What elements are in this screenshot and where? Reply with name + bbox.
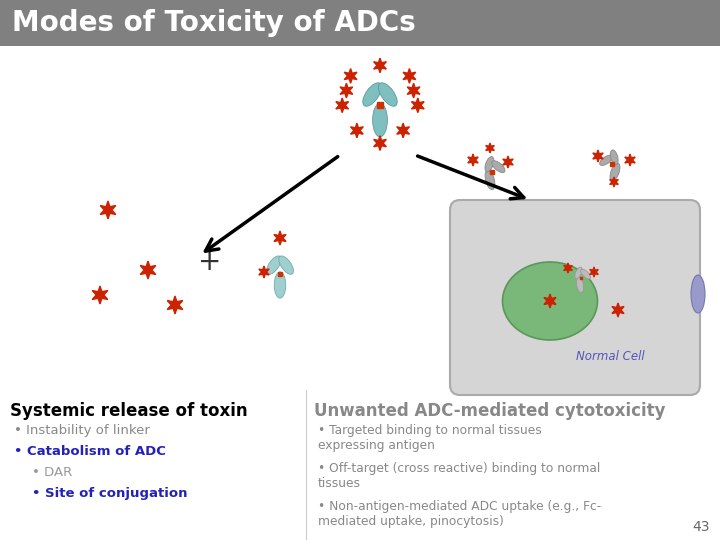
Bar	[0, 0, 720, 46]
Ellipse shape	[577, 278, 584, 293]
Polygon shape	[411, 98, 424, 113]
Ellipse shape	[503, 262, 598, 340]
Polygon shape	[374, 136, 387, 151]
Polygon shape	[612, 303, 624, 317]
Polygon shape	[397, 123, 410, 138]
Polygon shape	[92, 286, 108, 304]
Polygon shape	[344, 69, 357, 83]
Polygon shape	[167, 296, 183, 314]
Ellipse shape	[600, 155, 613, 165]
Ellipse shape	[485, 170, 495, 190]
Text: • Targeted binding to normal tissues
expressing antigen: • Targeted binding to normal tissues exp…	[318, 424, 541, 452]
Text: • Instability of linker: • Instability of linker	[14, 424, 150, 437]
Polygon shape	[610, 177, 618, 187]
Ellipse shape	[691, 275, 705, 313]
Polygon shape	[486, 143, 495, 153]
Polygon shape	[544, 294, 556, 308]
Ellipse shape	[485, 157, 494, 172]
Ellipse shape	[279, 256, 294, 274]
Ellipse shape	[373, 103, 387, 137]
Text: Unwanted ADC-mediated cytotoxicity: Unwanted ADC-mediated cytotoxicity	[314, 402, 665, 420]
Text: 43: 43	[693, 520, 710, 534]
Polygon shape	[374, 58, 387, 73]
Polygon shape	[590, 267, 598, 277]
Text: Systemic release of toxin: Systemic release of toxin	[10, 402, 248, 420]
Polygon shape	[351, 123, 364, 138]
Polygon shape	[274, 231, 286, 245]
Text: • Catabolism of ADC: • Catabolism of ADC	[14, 445, 166, 458]
Text: +: +	[198, 248, 222, 276]
Ellipse shape	[492, 161, 505, 173]
Text: Normal Cell: Normal Cell	[576, 350, 644, 363]
Polygon shape	[503, 156, 513, 168]
Ellipse shape	[363, 83, 382, 106]
Polygon shape	[468, 154, 478, 166]
FancyBboxPatch shape	[450, 200, 700, 395]
Ellipse shape	[575, 267, 582, 279]
Polygon shape	[564, 263, 572, 273]
Polygon shape	[258, 266, 269, 278]
Polygon shape	[340, 83, 353, 98]
Text: • Off-target (cross reactive) binding to normal
tissues: • Off-target (cross reactive) binding to…	[318, 462, 600, 490]
Text: • DAR: • DAR	[32, 466, 72, 479]
Polygon shape	[100, 201, 116, 219]
Ellipse shape	[274, 272, 286, 298]
Ellipse shape	[610, 163, 620, 181]
Ellipse shape	[611, 150, 618, 165]
Polygon shape	[625, 154, 635, 166]
Text: • Non-antigen-mediated ADC uptake (e.g., Fc-
mediated uptake, pinocytosis): • Non-antigen-mediated ADC uptake (e.g.,…	[318, 500, 601, 528]
Ellipse shape	[379, 83, 397, 106]
Ellipse shape	[266, 256, 282, 274]
Text: Modes of Toxicity of ADCs: Modes of Toxicity of ADCs	[12, 9, 415, 37]
Polygon shape	[593, 150, 603, 162]
Polygon shape	[403, 69, 415, 83]
Polygon shape	[336, 98, 348, 113]
Polygon shape	[408, 83, 420, 98]
Ellipse shape	[581, 269, 590, 279]
Text: • Site of conjugation: • Site of conjugation	[32, 487, 187, 500]
Polygon shape	[140, 261, 156, 279]
